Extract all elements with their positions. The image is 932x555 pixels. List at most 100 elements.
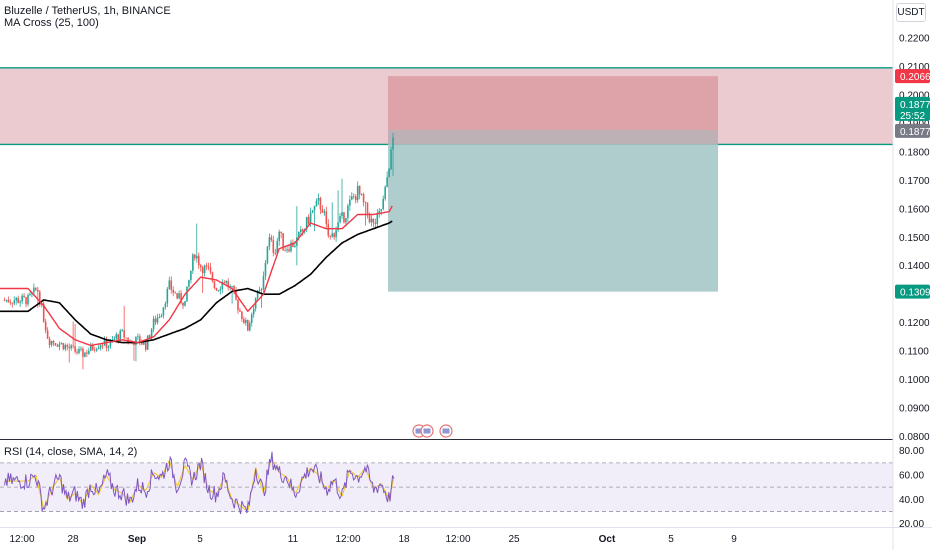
candle-body [258, 290, 261, 291]
candle-body [292, 242, 294, 247]
candle-body [203, 265, 206, 274]
candle-body [3, 299, 6, 301]
currency-button[interactable]: USDT [896, 3, 926, 22]
candle-body [237, 299, 239, 311]
time-tick-label: Oct [599, 534, 616, 545]
candle-body [209, 267, 212, 273]
candle-body [278, 231, 280, 241]
candle-body [125, 337, 127, 339]
candle-body [44, 321, 47, 331]
candle-body [62, 343, 65, 350]
candle-body [190, 270, 192, 281]
candle-body [64, 345, 67, 350]
candle-body [52, 340, 55, 344]
candle-body [146, 335, 149, 350]
entry-price-badge[interactable] [895, 123, 930, 138]
take-profit-zone[interactable] [388, 144, 718, 292]
entry-overlap-zone [388, 129, 718, 145]
candle-body [351, 196, 353, 200]
candle-body [119, 330, 122, 340]
price-tick-label: 0.1500 [899, 233, 930, 244]
candle-body [27, 294, 29, 305]
candle-body [262, 275, 265, 290]
candle-body [382, 198, 385, 210]
candle-body [70, 345, 72, 349]
candle-body [13, 300, 16, 304]
candle-body [23, 295, 25, 298]
flag-icon-mark [423, 428, 431, 434]
candle-body [319, 197, 322, 210]
candle-body [374, 222, 377, 224]
candle-body [74, 346, 76, 352]
candle-body [58, 344, 61, 347]
candle-body [349, 199, 351, 206]
candle-body [35, 287, 37, 290]
candle-body [7, 299, 10, 303]
time-tick-label: 25 [508, 534, 520, 545]
candle-body [46, 330, 49, 339]
candle-body [154, 318, 157, 323]
price-tick-label: 0.2200 [899, 33, 930, 44]
price-tick-label: 0.2100 [899, 62, 930, 73]
candle-body [343, 212, 345, 223]
candle-body [323, 211, 326, 213]
candle-body [82, 348, 84, 357]
price-tick-label: 0.1100 [899, 347, 929, 358]
candle-body [84, 352, 86, 357]
candle-body [339, 216, 341, 223]
candle-body [264, 262, 267, 276]
candle-body [331, 233, 333, 237]
ma-slow-line[interactable] [0, 220, 393, 344]
candle-body [301, 229, 304, 232]
candle-body [117, 334, 120, 340]
candle-body [48, 338, 51, 345]
candle-body [335, 230, 337, 238]
time-tick-label: Sep [128, 534, 146, 545]
event-icon-mark [415, 428, 423, 434]
rsi-line[interactable] [4, 451, 395, 515]
candle-body [162, 307, 165, 316]
price-tick-label: 0.1800 [899, 147, 930, 158]
stop-price-badge[interactable] [895, 69, 930, 84]
candle-body [366, 202, 369, 214]
indicator-legend[interactable]: MA Cross (25, 100) [4, 17, 99, 29]
candle-body [54, 343, 57, 346]
candle-body [170, 280, 173, 290]
candle-body [50, 340, 53, 345]
price-tick-label: 0.1400 [899, 261, 930, 272]
candle-body [268, 237, 271, 247]
candle-body [243, 319, 245, 323]
candle-body [211, 272, 214, 282]
target-price-badge[interactable] [895, 284, 930, 299]
price-axis[interactable] [893, 0, 932, 550]
candle-body [239, 310, 241, 312]
rsi-legend[interactable]: RSI (14, close, SMA, 14, 2) [4, 446, 138, 458]
last-price-badge[interactable] [895, 96, 930, 121]
candle-body [233, 286, 235, 292]
candle-body [37, 289, 39, 292]
candle-body [380, 209, 383, 211]
price-tick-label: 0.2000 [899, 90, 930, 101]
price-tick-label: 0.1700 [899, 176, 930, 187]
time-tick-label: 18 [398, 534, 410, 545]
candle-body [386, 177, 388, 187]
candle-body [215, 288, 218, 291]
candle-body [99, 345, 102, 348]
candle-body [327, 224, 330, 236]
candle-body [280, 231, 282, 234]
candle-body [144, 342, 147, 350]
candle-body [298, 231, 300, 238]
candle-body [174, 292, 176, 294]
last-price-badge-text: 0.1877 [900, 100, 931, 111]
candle-body [90, 344, 92, 351]
time-tick-label: 11 [288, 534, 299, 545]
candle-body [248, 322, 251, 331]
stop-loss-zone[interactable] [388, 76, 718, 130]
ma-fast-line[interactable] [0, 205, 393, 347]
candle-body [313, 206, 316, 211]
candle-body [137, 336, 139, 338]
candle-body [93, 349, 96, 351]
candle-body [156, 317, 159, 323]
